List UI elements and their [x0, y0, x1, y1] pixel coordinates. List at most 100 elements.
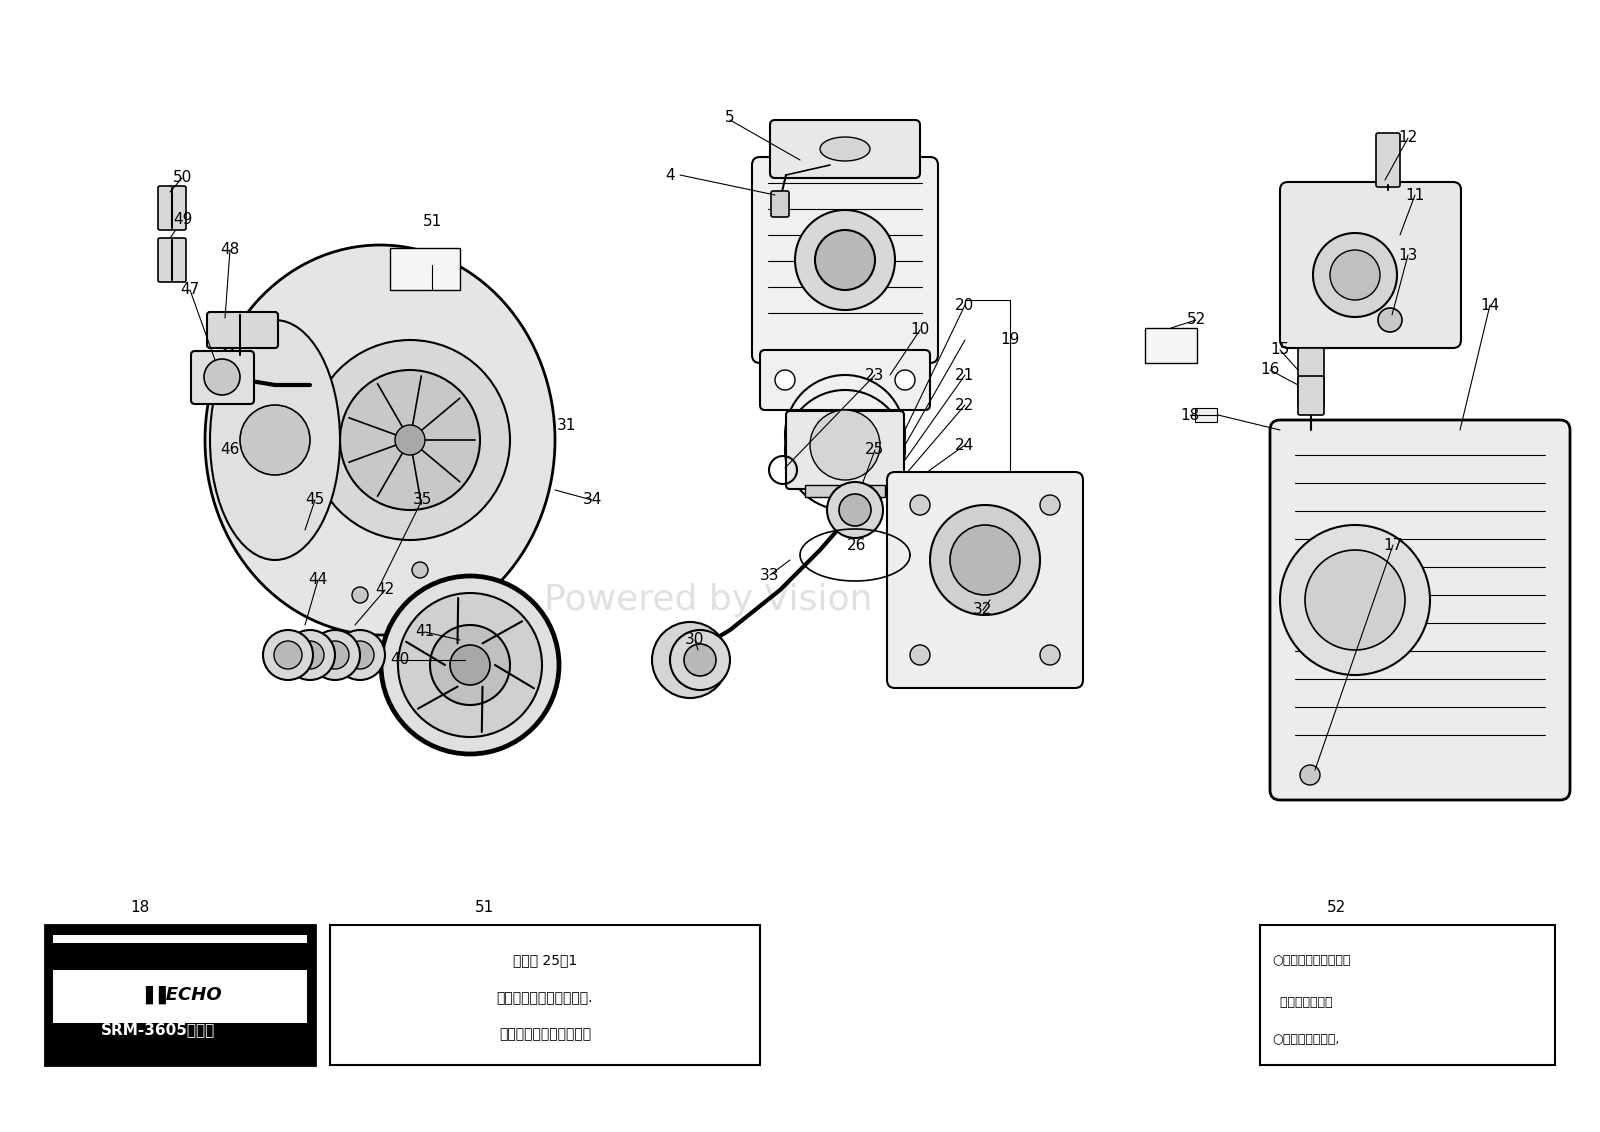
Text: 34: 34: [582, 492, 602, 507]
Text: 32: 32: [973, 602, 992, 617]
Text: 18: 18: [130, 900, 150, 915]
Circle shape: [395, 424, 426, 455]
Text: 机专用润滑油的混合燃料.: 机专用润滑油的混合燃料.: [496, 990, 594, 1005]
Text: 40: 40: [390, 652, 410, 668]
Circle shape: [653, 621, 728, 698]
Text: 12: 12: [1398, 130, 1418, 146]
Text: 50: 50: [173, 171, 192, 186]
Circle shape: [1040, 495, 1059, 515]
Text: 混合比 25：1: 混合比 25：1: [514, 953, 578, 967]
FancyBboxPatch shape: [1298, 376, 1325, 415]
Bar: [1261, 925, 1555, 1065]
Ellipse shape: [205, 245, 555, 635]
Text: 10: 10: [910, 323, 930, 337]
Text: 15: 15: [1270, 343, 1290, 358]
Circle shape: [910, 645, 930, 664]
Bar: [1146, 328, 1197, 363]
Circle shape: [285, 631, 334, 680]
Circle shape: [240, 405, 310, 475]
FancyBboxPatch shape: [770, 120, 920, 178]
Circle shape: [910, 495, 930, 515]
Text: 52: 52: [1328, 900, 1347, 915]
Text: 请使用汽油和２冲程发动: 请使用汽油和２冲程发动: [499, 1027, 590, 1041]
Circle shape: [1378, 308, 1402, 332]
Text: 31: 31: [557, 418, 576, 432]
FancyBboxPatch shape: [771, 191, 789, 217]
Circle shape: [838, 494, 870, 526]
Circle shape: [430, 625, 510, 705]
Circle shape: [1280, 525, 1430, 675]
Circle shape: [670, 640, 710, 680]
Text: 25: 25: [866, 443, 885, 457]
Text: 41: 41: [416, 625, 435, 640]
Text: 30: 30: [685, 633, 704, 648]
FancyBboxPatch shape: [190, 351, 254, 404]
Circle shape: [346, 641, 374, 669]
FancyBboxPatch shape: [1270, 420, 1570, 800]
Circle shape: [810, 410, 880, 480]
Bar: [53, 970, 307, 1023]
Circle shape: [242, 456, 259, 474]
Circle shape: [398, 593, 542, 737]
FancyBboxPatch shape: [1376, 132, 1400, 187]
Circle shape: [774, 370, 795, 391]
Circle shape: [352, 588, 368, 603]
FancyBboxPatch shape: [158, 238, 186, 282]
Text: 33: 33: [760, 567, 779, 583]
Circle shape: [827, 482, 883, 538]
Circle shape: [296, 641, 323, 669]
Circle shape: [334, 631, 386, 680]
Circle shape: [450, 645, 490, 685]
Circle shape: [894, 370, 915, 391]
Text: 20: 20: [955, 298, 974, 312]
Circle shape: [950, 525, 1021, 595]
Circle shape: [1040, 645, 1059, 664]
Circle shape: [814, 230, 875, 290]
Circle shape: [888, 488, 912, 512]
Text: 51: 51: [475, 900, 494, 915]
Text: SRM-3605刈草机: SRM-3605刈草机: [101, 1022, 216, 1038]
Text: 45: 45: [306, 492, 325, 507]
Text: 51: 51: [422, 214, 442, 230]
FancyBboxPatch shape: [1280, 182, 1461, 348]
Circle shape: [310, 631, 360, 680]
Text: 4: 4: [666, 168, 675, 182]
Text: 23: 23: [866, 368, 885, 383]
FancyBboxPatch shape: [206, 312, 278, 348]
FancyBboxPatch shape: [158, 186, 186, 230]
Text: 17: 17: [1384, 538, 1403, 552]
Text: 46: 46: [221, 443, 240, 457]
Text: 26: 26: [848, 538, 867, 552]
Text: ○空滤器定期清洁,: ○空滤器定期清洁,: [1272, 1034, 1339, 1046]
Text: 47: 47: [181, 283, 200, 298]
Text: 49: 49: [173, 213, 192, 228]
Text: 19: 19: [1000, 333, 1019, 348]
Text: 44: 44: [309, 573, 328, 588]
Circle shape: [670, 631, 730, 691]
Text: 24: 24: [955, 437, 974, 453]
FancyBboxPatch shape: [760, 350, 930, 410]
Circle shape: [413, 561, 429, 578]
Circle shape: [685, 644, 717, 676]
Circle shape: [339, 370, 480, 511]
Text: 21: 21: [955, 368, 974, 383]
Text: 18: 18: [1181, 408, 1200, 422]
Circle shape: [1314, 233, 1397, 317]
Text: ○注意不要调整化油器: ○注意不要调整化油器: [1272, 953, 1350, 967]
Text: 14: 14: [1480, 298, 1499, 312]
Text: 48: 48: [221, 242, 240, 257]
Circle shape: [322, 641, 349, 669]
Text: Powered by Vision S...: Powered by Vision S...: [544, 583, 941, 617]
Circle shape: [1299, 765, 1320, 784]
Text: 22: 22: [955, 397, 974, 412]
FancyBboxPatch shape: [786, 411, 904, 489]
Circle shape: [310, 340, 510, 540]
Bar: [805, 484, 885, 497]
Bar: [53, 935, 307, 943]
Circle shape: [1306, 550, 1405, 650]
Text: 5: 5: [725, 111, 734, 126]
Circle shape: [381, 575, 560, 755]
Text: 如有必要请更换: 如有必要请更换: [1272, 995, 1333, 1009]
FancyBboxPatch shape: [1298, 348, 1325, 408]
Circle shape: [274, 641, 302, 669]
